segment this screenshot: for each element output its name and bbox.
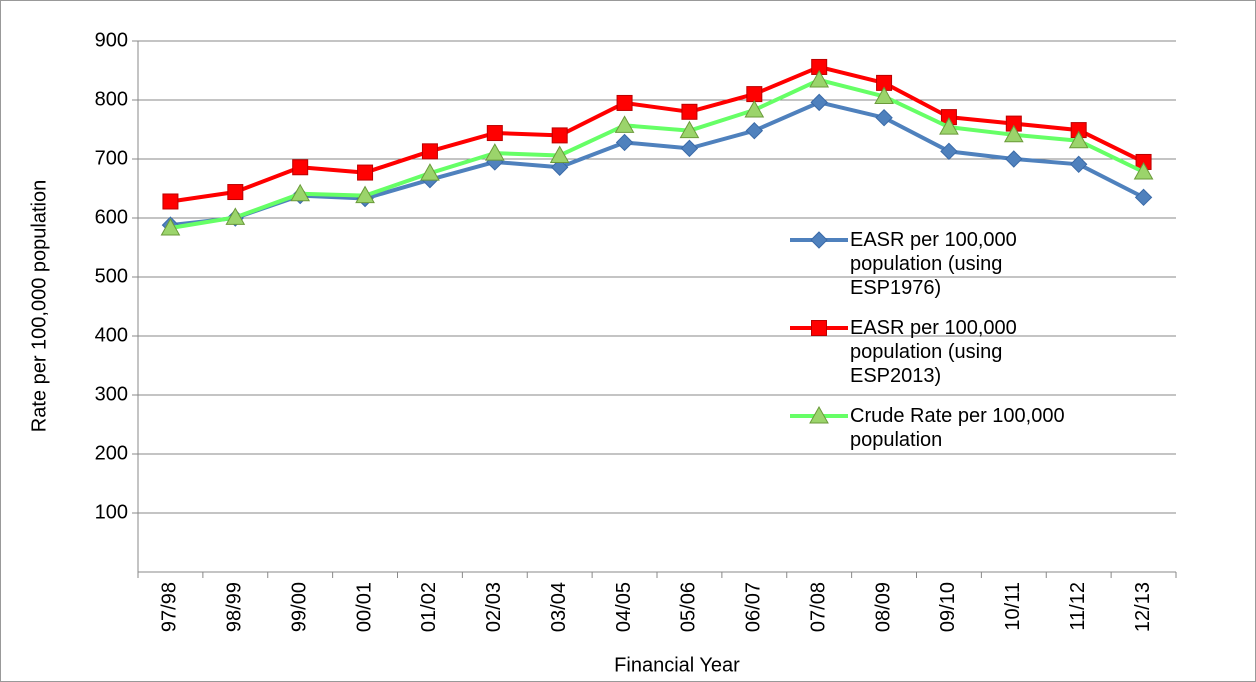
- legend-swatch: [790, 320, 848, 336]
- data-point: [874, 86, 894, 104]
- data-point: [160, 218, 181, 236]
- x-tick-label: 99/00: [288, 582, 310, 632]
- data-point: [1134, 188, 1153, 207]
- data-point: [357, 164, 374, 181]
- data-point: [162, 193, 179, 210]
- y-tick-label: 300: [95, 383, 128, 405]
- data-point: [225, 207, 246, 225]
- x-tick-label: 06/07: [743, 582, 765, 632]
- y-tick-label: 400: [95, 324, 128, 346]
- x-tick-label: 11/12: [1067, 582, 1089, 631]
- y-tick-label: 700: [95, 147, 128, 169]
- y-tick-label: 200: [95, 442, 128, 464]
- data-point: [1003, 124, 1024, 143]
- x-tick-label: 04/05: [613, 582, 635, 632]
- legend-swatch: [790, 405, 848, 424]
- y-tick-label: 500: [95, 265, 128, 287]
- data-point: [484, 143, 505, 161]
- data-point: [809, 69, 830, 88]
- data-point: [810, 93, 828, 112]
- y-axis-title: Rate per 100,000 population: [28, 180, 50, 432]
- data-point: [420, 163, 440, 181]
- series-line: [170, 100, 1145, 228]
- data-point: [227, 184, 244, 201]
- y-tick-label: 800: [95, 88, 128, 110]
- y-tick-label: 100: [95, 501, 128, 523]
- x-tick-label: 00/01: [353, 582, 375, 632]
- data-point: [421, 143, 438, 160]
- data-point: [746, 86, 763, 103]
- data-point: [679, 120, 700, 139]
- legend-swatch: [790, 231, 848, 249]
- data-point: [551, 127, 568, 144]
- series-line: [170, 77, 1145, 231]
- data-point: [290, 183, 311, 202]
- x-tick-label: 01/02: [418, 582, 440, 632]
- x-tick-label: 10/11: [1002, 582, 1024, 631]
- data-point: [745, 121, 764, 140]
- legend: EASR per 100,000 population (using ESP19…: [788, 228, 1108, 468]
- data-point: [875, 108, 893, 127]
- x-tick-label: 09/10: [937, 582, 959, 632]
- data-point: [681, 103, 698, 120]
- data-point: [486, 125, 503, 142]
- data-point: [680, 139, 699, 158]
- data-point: [1133, 161, 1154, 180]
- data-point: [615, 133, 634, 152]
- x-tick-label: 05/06: [678, 582, 700, 632]
- legend-label: Crude Rate per 100,000 population: [850, 405, 1065, 451]
- data-point: [939, 117, 959, 135]
- series-line: [170, 64, 1145, 204]
- x-tick-label: 98/99: [224, 582, 246, 632]
- x-tick-label: 07/08: [807, 582, 829, 632]
- y-tick-label: 900: [95, 29, 128, 51]
- marker: [810, 231, 828, 249]
- data-point: [1068, 130, 1089, 149]
- y-tick-label: 600: [95, 206, 128, 228]
- x-tick-label: 12/13: [1132, 582, 1154, 632]
- x-tick-label: 02/03: [483, 582, 505, 632]
- legend-item: Crude Rate per 100,000 population: [788, 404, 1108, 452]
- data-point: [550, 158, 569, 176]
- legend-item: EASR per 100,000 population (using ESP19…: [788, 228, 1108, 300]
- marker: [809, 405, 829, 424]
- x-tick-label: 97/98: [159, 582, 181, 632]
- data-point: [355, 185, 375, 204]
- x-axis-title: Financial Year: [614, 654, 740, 676]
- data-point: [940, 142, 958, 161]
- data-point: [614, 115, 635, 133]
- data-point: [1069, 155, 1088, 174]
- legend-label: EASR per 100,000 population (using ESP19…: [850, 229, 1017, 299]
- marker: [811, 320, 827, 336]
- x-tick-label: 03/04: [548, 582, 570, 632]
- data-point: [292, 159, 309, 176]
- data-point: [549, 145, 570, 163]
- data-point: [1005, 150, 1023, 168]
- data-point: [744, 100, 765, 118]
- data-point: [616, 94, 633, 111]
- legend-label: EASR per 100,000 population (using ESP20…: [850, 317, 1017, 387]
- legend-item: EASR per 100,000 population (using ESP20…: [788, 316, 1108, 388]
- x-tick-label: 08/09: [872, 582, 894, 632]
